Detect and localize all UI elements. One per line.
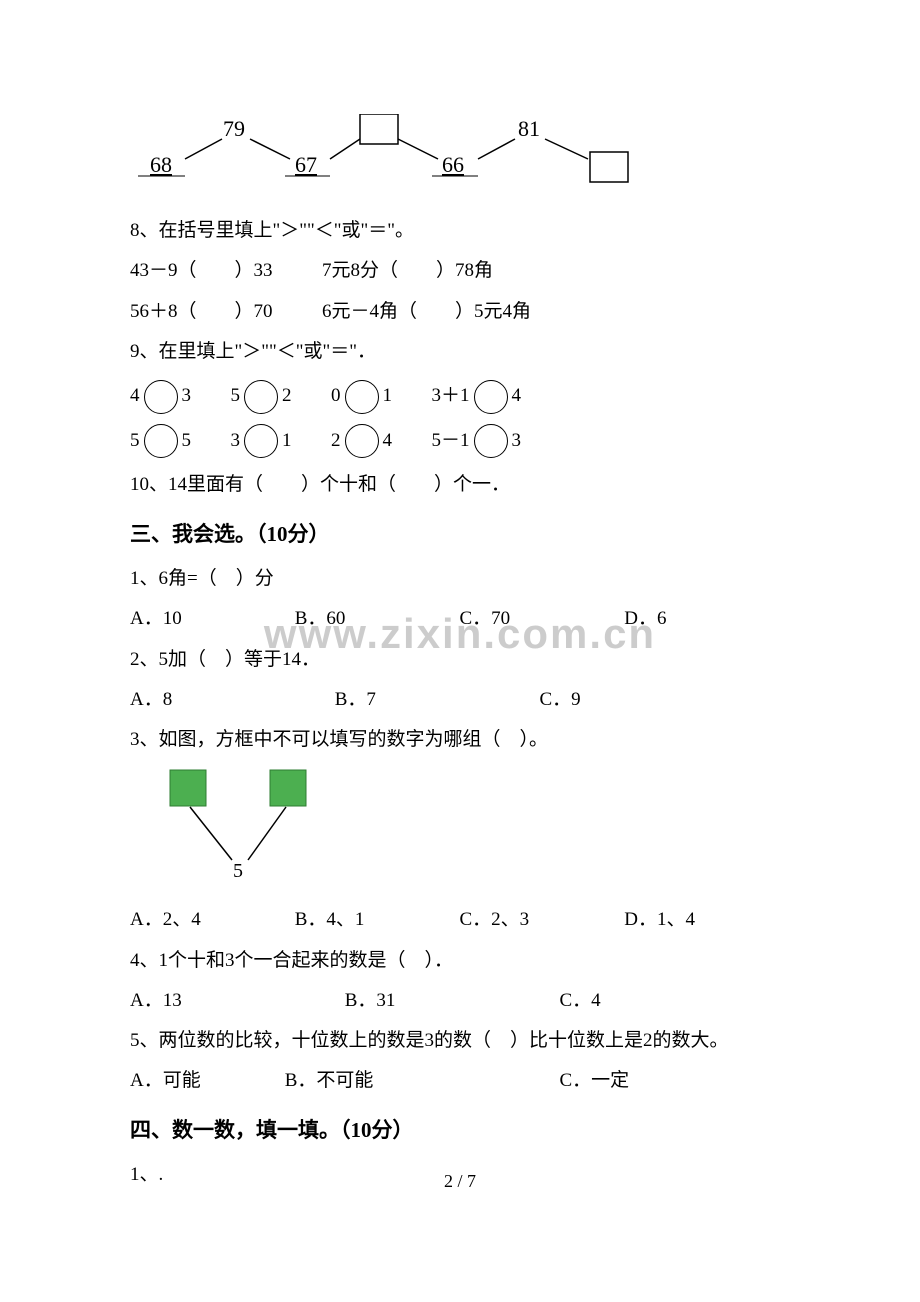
s3q2-b: B．7 xyxy=(335,683,535,717)
s3q3-branch-value: 5 xyxy=(233,860,243,882)
q9-r1p3l: 0 xyxy=(331,385,341,406)
s3q1-choices: A．10 B．60 C．70 D．6 xyxy=(130,602,790,636)
q7-num-67: 67 xyxy=(295,152,317,177)
s3q5-choices: A．可能 B．不可能 C．一定 xyxy=(130,1064,790,1098)
s3q3-text: 3、如图，方框中不可以填写的数字为哪组（ ）。 xyxy=(130,723,790,757)
q9-row2: 5 5 3 1 2 4 5－1 3 xyxy=(130,424,790,459)
q9-r1p2l: 5 xyxy=(231,385,241,406)
page-content: 79 81 68 67 66 8、在括号里填上"＞""＜"或"＝"。 43－9（… xyxy=(0,0,920,1192)
q9-r1p3r: 1 xyxy=(383,385,393,406)
s3q4-a: A．13 xyxy=(130,984,340,1018)
s3q5-b: B．不可能 xyxy=(285,1064,555,1098)
green-box-left xyxy=(170,770,206,806)
s3q2-choices: A．8 B．7 C．9 xyxy=(130,683,790,717)
s3q3-a: A．2、4 xyxy=(130,903,290,937)
q8-row1a: 43－9（ ）33 xyxy=(130,260,273,281)
q9-r2p3l: 2 xyxy=(331,430,341,451)
s3q3-choices: A．2、4 B．4、1 C．2、3 D．1、4 xyxy=(130,903,790,937)
circle-blank xyxy=(474,380,508,414)
s3q2-c: C．9 xyxy=(540,683,581,717)
q9-r2p1l: 5 xyxy=(130,430,140,451)
q9-r2p3r: 4 xyxy=(383,430,393,451)
circle-blank xyxy=(345,380,379,414)
q9-r1p4l: 3＋1 xyxy=(432,385,470,406)
q9-r2p1r: 5 xyxy=(182,430,192,451)
circle-blank xyxy=(345,424,379,458)
circle-blank xyxy=(144,424,178,458)
q8-row1b: 7元8分（ ）78角 xyxy=(322,260,493,281)
s3q1-a: A．10 xyxy=(130,602,290,636)
q9-r1p1r: 3 xyxy=(182,385,192,406)
q7-num-79: 79 xyxy=(223,116,245,141)
q9-title: 9、在里填上"＞""＜"或"＝"． xyxy=(130,335,790,369)
s3q4-b: B．31 xyxy=(345,984,555,1018)
s3q3-b: B．4、1 xyxy=(295,903,455,937)
s3q1-c: C．70 xyxy=(460,602,620,636)
s3q5-c: C．一定 xyxy=(560,1064,630,1098)
s3q1-text: 1、6角=（ ）分 xyxy=(130,562,790,596)
s3q4-choices: A．13 B．31 C．4 xyxy=(130,984,790,1018)
q9-r2p2r: 1 xyxy=(282,430,292,451)
s3q1-b: B．60 xyxy=(295,602,455,636)
q8-row2: 56＋8（ ）70 6元－4角（ ）5元4角 xyxy=(130,295,790,329)
circle-blank xyxy=(144,380,178,414)
q9-r2p2l: 3 xyxy=(231,430,241,451)
q7-num-68: 68 xyxy=(150,152,172,177)
q7-tree-diagram: 79 81 68 67 66 xyxy=(130,110,790,208)
page-number: 2 / 7 xyxy=(0,1171,920,1192)
section3-title: 三、我会选。（10分） xyxy=(130,516,790,554)
s3q5-a: A．可能 xyxy=(130,1064,280,1098)
s3q5-text: 5、两位数的比较，十位数上的数是3的数（ ）比十位数上是2的数大。 xyxy=(130,1024,790,1058)
q7-svg: 79 81 68 67 66 xyxy=(130,114,720,194)
q9-r1p2r: 2 xyxy=(282,385,292,406)
s3q3-diagram: 5 xyxy=(160,765,790,897)
q7-box-top xyxy=(360,114,398,144)
s3q3-svg: 5 xyxy=(160,765,340,885)
q7-num-66: 66 xyxy=(442,152,464,177)
circle-blank xyxy=(244,380,278,414)
circle-blank xyxy=(474,424,508,458)
s3q4-text: 4、1个十和3个一合起来的数是（ ）． xyxy=(130,944,790,978)
s3q2-a: A．8 xyxy=(130,683,330,717)
s3q4-c: C．4 xyxy=(560,984,601,1018)
q8-title: 8、在括号里填上"＞""＜"或"＝"。 xyxy=(130,214,790,248)
q7-box-bottom xyxy=(590,152,628,182)
q10-text: 10、14里面有（ ）个十和（ ）个一． xyxy=(130,468,790,502)
q7-num-81: 81 xyxy=(518,116,540,141)
q9-r1p4r: 4 xyxy=(512,385,522,406)
q9-r1p1l: 4 xyxy=(130,385,140,406)
q9-r2p4r: 3 xyxy=(512,430,522,451)
s3q2-text: 2、5加（ ）等于14． xyxy=(130,643,790,677)
q9-r2p4l: 5－1 xyxy=(432,430,470,451)
s3q1-d: D．6 xyxy=(624,602,666,636)
q9-row1: 4 3 5 2 0 1 3＋1 4 xyxy=(130,379,790,414)
q8-row1: 43－9（ ）33 7元8分（ ）78角 xyxy=(130,254,790,288)
s3q3-c: C．2、3 xyxy=(460,903,620,937)
s3q3-d: D．1、4 xyxy=(624,903,695,937)
green-box-right xyxy=(270,770,306,806)
circle-blank xyxy=(244,424,278,458)
section4-title: 四、数一数，填一填。（10分） xyxy=(130,1112,790,1150)
q8-row2b: 6元－4角（ ）5元4角 xyxy=(322,301,531,322)
q8-row2a: 56＋8（ ）70 xyxy=(130,301,273,322)
